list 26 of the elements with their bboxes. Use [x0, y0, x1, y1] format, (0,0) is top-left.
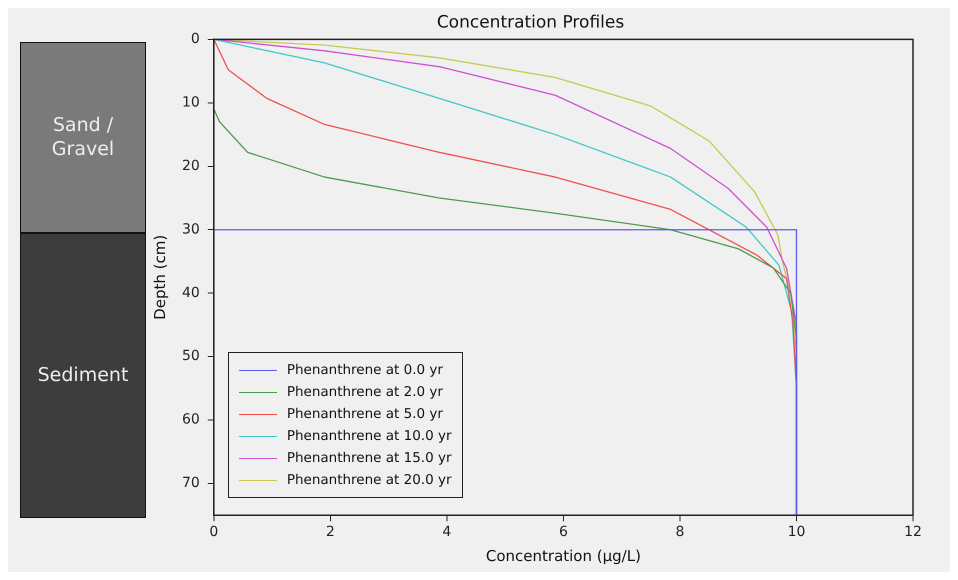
- legend-label: Phenanthrene at 15.0 yr: [286, 450, 452, 466]
- x-tick-label: 12: [904, 524, 922, 540]
- text: Sand / Gravel: [50, 114, 116, 162]
- x-tick-label: 10: [788, 524, 806, 540]
- legend-label: Phenanthrene at 5.0 yr: [286, 406, 443, 422]
- y-tick-label: 60: [182, 412, 200, 428]
- x-tick-label: 8: [675, 524, 684, 540]
- x-tick-label: 4: [442, 524, 452, 540]
- y-tick-label: 30: [182, 221, 200, 238]
- legend-label: Phenanthrene at 2.0 yr: [286, 384, 443, 400]
- legend-label: Phenanthrene at 10.0 yr: [286, 428, 452, 444]
- y-tick-label: 70: [182, 475, 200, 492]
- y-tick-label: 0: [190, 31, 200, 48]
- legend-label: Phenanthrene at 20.0 yr: [286, 472, 452, 488]
- y-tick-label: 50: [182, 348, 200, 364]
- y-tick-label: 20: [182, 158, 200, 174]
- y-tick-label: 10: [182, 94, 200, 110]
- x-tick-label: 6: [558, 524, 568, 540]
- x-axis-title: Concentration (µg/L): [486, 546, 641, 565]
- text: Sediment: [38, 364, 128, 388]
- legend-label: Phenanthrene at 0.0 yr: [286, 362, 443, 378]
- x-tick-label: 2: [326, 524, 335, 540]
- x-tick-label: 0: [209, 524, 218, 540]
- chart-title: Concentration Profiles: [436, 12, 624, 33]
- y-tick-label: 40: [182, 284, 200, 301]
- y-axis-title: Depth (cm): [150, 234, 169, 320]
